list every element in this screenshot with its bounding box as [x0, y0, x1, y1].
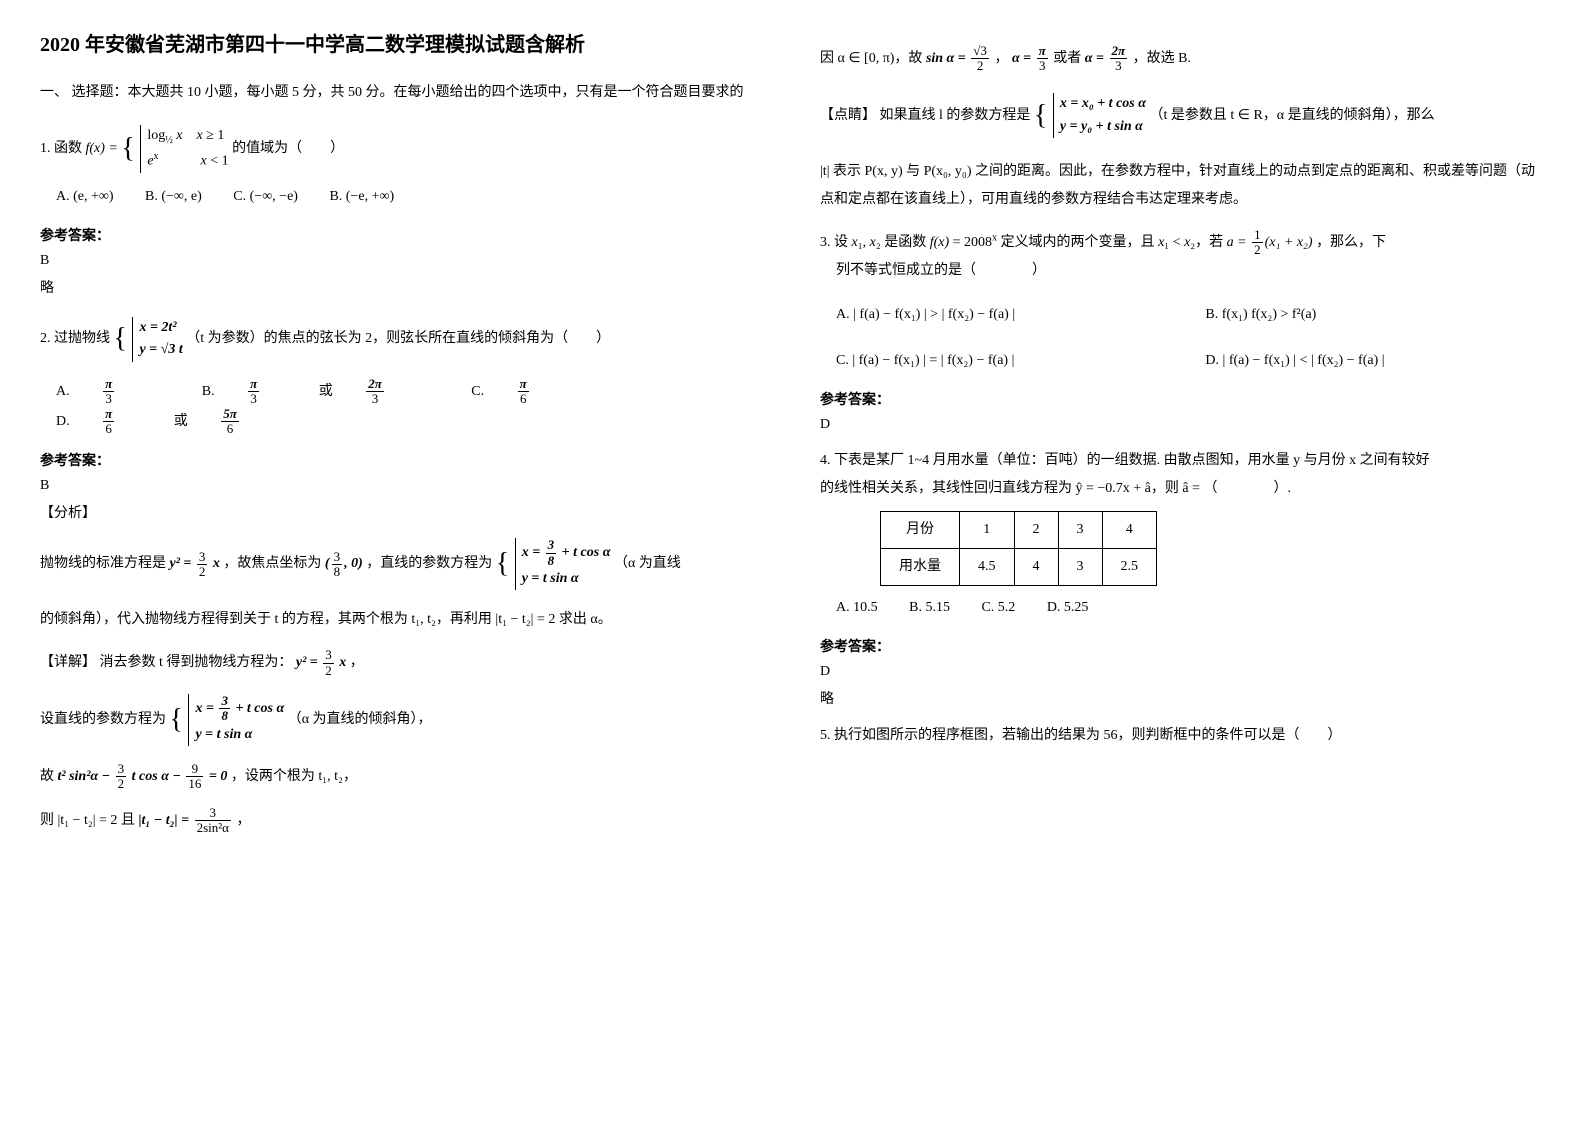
- p3-answer: D: [820, 417, 1540, 433]
- detail-label: 【详解】 消去参数 t 得到抛物线方程为： y² = 32 x ，: [40, 648, 760, 678]
- table-header: 1: [960, 512, 1015, 549]
- problem-5: 5. 执行如图所示的程序框图，若输出的结果为 56，则判断框中的条件可以是（ ）: [820, 722, 1540, 750]
- table-header: 月份: [881, 512, 960, 549]
- p3-opt-d: D. | f(a) − f(x₁) | < | f(x₂) − f(a) |: [1205, 347, 1384, 375]
- p4-opt-c: C. 5.2: [981, 594, 1015, 622]
- p2-param-1: x = 2t²: [139, 317, 182, 339]
- analysis-label: 【分析】: [40, 502, 760, 522]
- p1-answer: B: [40, 253, 760, 269]
- p1-note: 略: [40, 277, 760, 297]
- p4-opt-d: D. 5.25: [1047, 594, 1089, 622]
- p2-param-2: y = √3 t: [139, 339, 182, 361]
- p2-mid: （t 为参数）的焦点的弦长为 2，则弦长所在直线的倾斜角为（ ）: [186, 331, 610, 346]
- table-header: 2: [1014, 512, 1058, 549]
- p4-answer: D: [820, 664, 1540, 680]
- p4-opt-a: A. 10.5: [836, 594, 878, 622]
- table-cell: 用水量: [881, 549, 960, 586]
- p1-prefix: 1. 函数: [40, 141, 82, 156]
- p2-opt-d: D. π6 或 5π6: [56, 407, 295, 437]
- problem-3: 3. 设 x₁, x₂ 是函数 f(x) = 2008x 定义域内的两个变量，且…: [820, 228, 1540, 376]
- p2-opt-a: A. π3: [56, 377, 170, 407]
- p2-prefix: 2. 过抛物线: [40, 331, 110, 346]
- problem-2: 2. 过抛物线 { x = 2t² y = √3 t （t 为参数）的焦点的弦长…: [40, 311, 760, 436]
- p1-opt-c: C. (−∞, −e): [233, 183, 298, 211]
- p2-detail-line3: 故 t² sin²α − 32 t cos α − 916 = 0 ，设两个根为…: [40, 762, 760, 792]
- p1-suffix: 的值域为（ ）: [232, 141, 344, 156]
- p4-opt-b: B. 5.15: [909, 594, 950, 622]
- p4-note: 略: [820, 688, 1540, 708]
- p2-analysis-1: 抛物线的标准方程是 y² = 32 x ，故焦点坐标为 (38, 0) ，直线的…: [40, 536, 760, 592]
- p1-piece-1: log½ x x ≥ 1: [147, 125, 228, 149]
- p3-opt-c: C. | f(a) − f(x₁) | = | f(x₂) − f(a) |: [836, 347, 1174, 375]
- table-cell: 4.5: [960, 549, 1015, 586]
- section-1-intro: 一、 选择题：本大题共 10 小题，每小题 5 分，共 50 分。在每小题给出的…: [40, 80, 760, 105]
- table-cell: 4: [1014, 549, 1058, 586]
- answer-label: 参考答案：: [40, 225, 760, 245]
- p2-hint-2: |t| 表示 P(x, y) 与 P(x₀, y₀) 之间的距离。因此，在参数方…: [820, 158, 1540, 214]
- p1-piece-2: ex x < 1: [147, 149, 228, 173]
- p1-opt-d: B. (−e, +∞): [329, 183, 394, 211]
- table-cell: 3: [1058, 549, 1102, 586]
- problem-4: 4. 下表是某厂 1~4 月用水量（单位：百吨）的一组数据. 由散点图知，用水量…: [820, 447, 1540, 622]
- page-title: 2020 年安徽省芜湖市第四十一中学高二数学理模拟试题含解析: [40, 30, 760, 60]
- p2-detail-line2: 设直线的参数方程为 { x = 38 + t cos α y = t sin α…: [40, 692, 760, 748]
- p2-col2-top: 因 α ∈ [0, π)，故 sin α = √32 ， α = π3 或者 α…: [820, 44, 1540, 74]
- p2-opt-c: C. π6: [471, 377, 584, 407]
- p4-table: 月份 1 2 3 4 用水量 4.5 4 3 2.5: [880, 511, 1157, 586]
- p3-opt-b: B. f(x₁) f(x₂) > f²(a): [1205, 301, 1316, 329]
- p1-opt-b: B. (−∞, e): [145, 183, 202, 211]
- table-header: 4: [1102, 512, 1157, 549]
- table-header: 3: [1058, 512, 1102, 549]
- p2-hint: 【点睛】 如果直线 l 的参数方程是 { x = x₀ + t cos α y …: [820, 88, 1540, 144]
- p3-opt-a: A. | f(a) − f(x₁) | > | f(x₂) − f(a) |: [836, 301, 1174, 329]
- p2-analysis-2: 的倾斜角），代入抛物线方程得到关于 t 的方程，其两个根为 t₁, t₂，再利用…: [40, 606, 760, 634]
- table-cell: 2.5: [1102, 549, 1157, 586]
- answer-label-4: 参考答案：: [820, 636, 1540, 656]
- p2-opt-b: B. π3 或 2π3: [202, 377, 440, 407]
- answer-label-2: 参考答案：: [40, 450, 760, 470]
- p1-opt-a: A. (e, +∞): [56, 183, 114, 211]
- answer-label-3: 参考答案：: [820, 389, 1540, 409]
- problem-1: 1. 函数 f(x) = { log½ x x ≥ 1 ex x < 1 的值域…: [40, 121, 760, 211]
- p2-detail-line4: 则 |t₁ − t₂| = 2 且 |t₁ − t₂| = 32sin²α ，: [40, 806, 760, 836]
- p2-answer: B: [40, 478, 760, 494]
